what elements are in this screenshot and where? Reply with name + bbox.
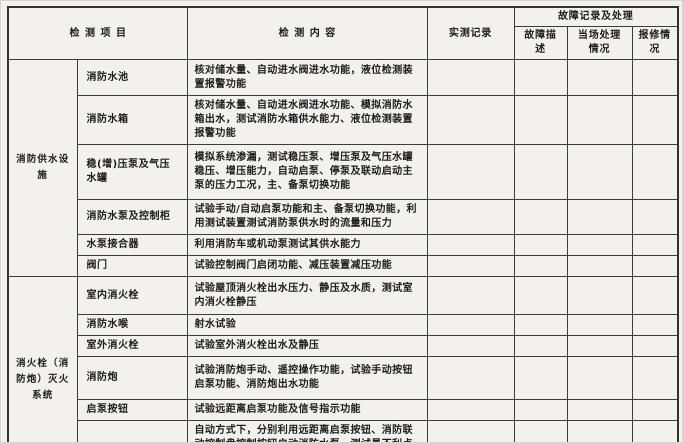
fault-description-cell [513,59,568,96]
item-cell: 消防水喉 [76,314,188,336]
header-row-2: 故障描述 当场处理情况 报修情况 [8,26,679,60]
content-cell: 核对储水量、自动进水阀进水功能、模拟消防水箱出水，测试消防水箱供水能力、液位检测… [186,95,428,145]
repair-status-cell [631,199,679,235]
content-cell: 试验消防炮手动、遥控操作功能，试验手动按钮启泵功能、消防炮出水功能 [186,356,428,400]
item-cell: 消防水泵及控制柜 [76,199,188,235]
header-repair-status: 报修情况 [631,26,679,60]
fault-description-cell [513,95,568,145]
item-cell: 稳(增)压泵及气压水罐 [76,144,188,200]
measured-record-cell [426,144,515,200]
onsite-handling-cell [566,356,633,400]
onsite-handling-cell [566,399,633,421]
content-cell: 试验控制阀门启闭功能、减压装置减压功能 [186,255,428,277]
header-inspection-item: 检测项目 [7,6,188,60]
table-row: 稳(增)压泵及气压水罐 模拟系统渗漏，测试稳压泵、增压泵及气压水罐稳压、增压能力… [8,144,679,200]
repair-status-cell [631,144,679,200]
table-row: 消防水泵及控制柜 试验手动/自动启泵功能和主、备泵切换功能，利用测试装置测试消防… [8,199,679,235]
group-cell-hydrant-system: 消火栓（消防炮）灭火系统 [7,276,78,442]
header-onsite-handling: 当场处理情况 [566,26,633,60]
fault-description-cell [513,199,568,235]
header-inspection-content: 检测内容 [186,6,428,60]
measured-record-cell [426,335,515,357]
item-cell: 阀门 [76,255,188,277]
content-cell: 试验手动/自动启泵功能和主、备泵切换功能，利用测试装置测试消防泵供水时的流量和压… [186,199,428,235]
content-cell: 利用消防车或机动泵测试其供水能力 [186,234,428,256]
repair-status-cell [631,255,679,277]
table-row: 消防供水设施 消防水池 核对储水量、自动进水阀进水功能，液位检测装置报警功能 [7,59,679,277]
item-cell: 消防水箱 [76,95,188,145]
measured-record-cell [426,399,515,421]
onsite-handling-cell [566,234,633,256]
fault-description-cell [513,234,568,256]
fault-description-cell [513,255,568,277]
item-cell: 消防水池 [76,59,188,96]
item-cell: 启泵按钮 [76,399,188,421]
table-row: 室外消火栓 试验室外消火栓出水及静压 [8,335,679,357]
fault-description-cell [513,335,568,357]
table-row: 消火栓（消防炮）灭火系统 室内消火栓 试验屋顶消火栓出水压力、静压及水质，测试室… [7,276,679,442]
repair-status-cell [631,276,679,315]
measured-record-cell [426,59,515,96]
repair-status-cell [631,59,679,96]
fault-description-cell [513,399,568,421]
measured-record-cell [426,314,515,336]
onsite-handling-cell [566,199,633,235]
item-cell: 消防炮 [76,356,188,400]
onsite-handling-cell [566,59,633,96]
content-cell: 试验远距离启泵功能及信号指示功能 [186,399,428,421]
measured-record-cell [426,199,515,235]
item-cell: 水泵接合器 [76,234,188,256]
fire-inspection-table: 检测项目 检测内容 实测记录 故障记录及处理 故障描述 当场处理情况 报修情况 … [7,6,679,442]
header-measured-record: 实测记录 [426,6,515,60]
table-row: 联动控制功能 自动方式下，分别利用远距离启泵按钮、消防联动控制盘控制按钮启动消防… [8,420,679,442]
content-cell: 试验室外消火栓出水及静压 [186,335,428,357]
onsite-handling-cell [566,144,633,200]
onsite-handling-cell [566,335,633,357]
fault-description-cell [513,314,568,336]
onsite-handling-cell [566,95,633,145]
table-row: 消防炮 试验消防炮手动、遥控操作功能，试验手动按钮启泵功能、消防炮出水功能 [8,356,679,400]
header-fault-record-handling: 故障记录及处理 [513,6,679,27]
table-row: 消防水喉 射水试验 [8,314,679,336]
fault-description-cell [513,420,568,442]
content-cell: 模拟系统渗漏，测试稳压泵、增压泵及气压水罐稳压、增压能力，自动启泵、停泵及联动启… [186,144,428,200]
repair-status-cell [631,335,679,357]
repair-status-cell [631,356,679,400]
measured-record-cell [426,95,515,145]
fault-description-cell [513,144,568,200]
onsite-handling-cell [566,255,633,277]
fault-description-cell [513,276,568,315]
repair-status-cell [631,234,679,256]
measured-record-cell [426,420,515,442]
content-cell: 试验屋顶消火栓出水压力、静压及水质，测试室内消火栓静压 [186,276,428,315]
repair-status-cell [631,420,679,442]
onsite-handling-cell [566,276,633,315]
item-cell: 联动控制功能 [76,420,188,442]
table-row: 启泵按钮 试验远距离启泵功能及信号指示功能 [8,399,679,421]
fault-description-cell [513,356,568,400]
header-fault-description: 故障描述 [513,26,568,60]
content-cell: 射水试验 [186,314,428,336]
onsite-handling-cell [566,420,633,442]
measured-record-cell [426,356,515,400]
onsite-handling-cell [566,314,633,336]
table-row: 水泵接合器 利用消防车或机动泵测试其供水能力 [8,234,679,256]
item-cell: 室内消火栓 [76,276,188,315]
content-cell: 核对储水量、自动进水阀进水功能，液位检测装置报警功能 [186,59,428,96]
measured-record-cell [426,255,515,277]
repair-status-cell [631,399,679,421]
repair-status-cell [631,95,679,145]
measured-record-cell [426,234,515,256]
item-cell: 室外消火栓 [76,335,188,357]
repair-status-cell [631,314,679,336]
table-row: 消防水箱 核对储水量、自动进水阀进水功能、模拟消防水箱出水，测试消防水箱供水能力… [8,95,679,145]
table-row: 阀门 试验控制阀门启闭功能、减压装置减压功能 [8,255,679,277]
header-row-1: 检测项目 检测内容 实测记录 故障记录及处理 [7,6,679,60]
group-cell-water-supply: 消防供水设施 [7,59,78,277]
content-cell: 自动方式下，分别利用远距离启泵按钮、消防联动控制盘控制按钮启动消防水泵，测试最不… [186,420,428,442]
measured-record-cell [426,276,515,315]
